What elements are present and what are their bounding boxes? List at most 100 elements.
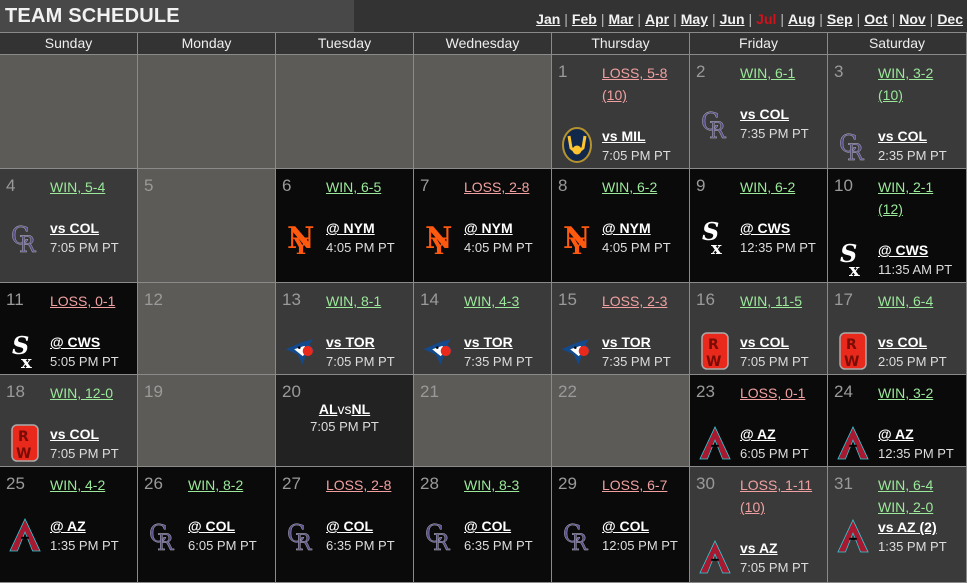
win-result-link[interactable]: WIN, 2-0 xyxy=(878,499,934,515)
day-cell-27[interactable]: 27 LOSS, 2-8 @ COL 6:35 PM PT C R xyxy=(276,467,414,583)
opponent-link[interactable]: @ COL xyxy=(602,518,650,534)
day-cell-24[interactable]: 24 WIN, 3-2 @ AZ 12:35 PM PT xyxy=(828,375,967,467)
month-link-may[interactable]: May xyxy=(680,11,708,27)
day-cell-4[interactable]: 4 WIN, 5-4 vs COL 7:05 PM PT C R xyxy=(0,169,138,283)
day-cell-16[interactable]: 16 WIN, 11-5 vs COL 7:05 PM PT R W xyxy=(690,283,828,375)
month-link-nov[interactable]: Nov xyxy=(899,11,926,27)
win-result-link[interactable]: WIN, 4-2 xyxy=(50,477,106,493)
win-result-link[interactable]: (10) xyxy=(878,87,903,103)
win-result-link[interactable]: WIN, 4-3 xyxy=(464,293,520,309)
loss-result-link[interactable]: (10) xyxy=(740,499,765,515)
win-result-link[interactable]: WIN, 6-1 xyxy=(740,65,796,81)
month-link-oct[interactable]: Oct xyxy=(864,11,888,27)
loss-result-link[interactable]: LOSS, 2-3 xyxy=(602,293,668,309)
day-cell-23[interactable]: 23 LOSS, 0-1 @ AZ 6:05 PM PT xyxy=(690,375,828,467)
win-result-link[interactable]: WIN, 6-2 xyxy=(740,179,796,195)
opponent-link[interactable]: @ CWS xyxy=(740,220,791,236)
opponent-link[interactable]: @ AZ xyxy=(740,426,776,442)
opponent-link[interactable]: vs COL xyxy=(740,106,790,122)
win-result-link[interactable]: WIN, 2-1 xyxy=(878,179,934,195)
month-link-jun[interactable]: Jun xyxy=(719,11,745,27)
month-link-mar[interactable]: Mar xyxy=(608,11,634,27)
opponent-link[interactable]: vs MIL xyxy=(602,128,646,144)
win-result-link[interactable]: WIN, 6-4 xyxy=(878,293,934,309)
opponent-link[interactable]: vs AZ (2) xyxy=(878,519,937,535)
win-result-link[interactable]: WIN, 3-2 xyxy=(878,65,934,81)
month-link-jan[interactable]: Jan xyxy=(536,11,561,27)
opponent-link[interactable]: vs COL xyxy=(878,334,928,350)
day-cell-28[interactable]: 28 WIN, 8-3 @ COL 6:35 PM PT C R xyxy=(414,467,552,583)
opponent-link[interactable]: @ CWS xyxy=(50,334,101,350)
game-time: 4:05 PM PT xyxy=(602,240,671,255)
win-result-link[interactable]: WIN, 3-2 xyxy=(878,385,934,401)
opponent-link[interactable]: @ NYM xyxy=(464,220,513,236)
loss-result-link[interactable]: LOSS, 1-11 xyxy=(740,477,813,493)
nl-link[interactable]: NL xyxy=(351,401,371,417)
win-result-link[interactable]: WIN, 8-2 xyxy=(188,477,244,493)
day-cell-2[interactable]: 2 WIN, 6-1 vs COL 7:35 PM PT C R xyxy=(690,55,828,169)
loss-result-link[interactable]: LOSS, 5-8 xyxy=(602,65,668,81)
al-link[interactable]: AL xyxy=(318,401,338,417)
win-result-link[interactable]: WIN, 6-5 xyxy=(326,179,382,195)
opponent-link[interactable]: @ AZ xyxy=(878,426,914,442)
day-cell-26[interactable]: 26 WIN, 8-2 @ COL 6:05 PM PT C R xyxy=(138,467,276,583)
opponent-link[interactable]: @ CWS xyxy=(878,242,929,258)
day-cell-31[interactable]: 31 WIN, 6-4 WIN, 2-0 vs AZ (2) 1:35 PM PT xyxy=(828,467,967,583)
opponent-link[interactable]: vs COL xyxy=(878,128,928,144)
day-cell-15[interactable]: 15 LOSS, 2-3 vs TOR 7:35 PM PT xyxy=(552,283,690,375)
opponent-link[interactable]: @ COL xyxy=(464,518,512,534)
month-link-apr[interactable]: Apr xyxy=(645,11,670,27)
month-link-feb[interactable]: Feb xyxy=(571,11,597,27)
win-result-link[interactable]: (12) xyxy=(878,201,903,217)
win-result-link[interactable]: WIN, 5-4 xyxy=(50,179,106,195)
loss-result-link[interactable]: LOSS, 2-8 xyxy=(464,179,530,195)
loss-result-link[interactable]: LOSS, 0-1 xyxy=(740,385,806,401)
loss-result-link[interactable]: LOSS, 0-1 xyxy=(50,293,116,309)
win-result-link[interactable]: WIN, 12-0 xyxy=(50,385,114,401)
win-result-link[interactable]: WIN, 8-3 xyxy=(464,477,520,493)
day-cell-25[interactable]: 25 WIN, 4-2 @ AZ 1:35 PM PT xyxy=(0,467,138,583)
loss-result-link[interactable]: LOSS, 2-8 xyxy=(326,477,392,493)
opponent-link[interactable]: @ COL xyxy=(188,518,236,534)
opponent-link[interactable]: vs TOR xyxy=(326,334,375,350)
day-cell-18[interactable]: 18 WIN, 12-0 vs COL 7:05 PM PT R W xyxy=(0,375,138,467)
game-results: WIN, 6-2 xyxy=(602,176,657,198)
opponent-link[interactable]: vs AZ xyxy=(740,540,778,556)
opponent-link[interactable]: @ NYM xyxy=(602,220,651,236)
opponent-link[interactable]: vs COL xyxy=(50,426,100,442)
loss-result-link[interactable]: LOSS, 6-7 xyxy=(602,477,668,493)
day-cell-7[interactable]: 7 LOSS, 2-8 @ NYM 4:05 PM PT N Y xyxy=(414,169,552,283)
opponent-link[interactable]: vs TOR xyxy=(464,334,513,350)
day-cell-6[interactable]: 6 WIN, 6-5 @ NYM 4:05 PM PT N Y xyxy=(276,169,414,283)
loss-result-link[interactable]: (10) xyxy=(602,87,627,103)
month-link-sep[interactable]: Sep xyxy=(826,11,853,27)
opponent-link[interactable]: @ AZ xyxy=(50,518,86,534)
day-cell-30[interactable]: 30 LOSS, 1-11 (10) vs AZ 7:05 PM PT xyxy=(690,467,828,583)
day-cell-8[interactable]: 8 WIN, 6-2 @ NYM 4:05 PM PT N Y xyxy=(552,169,690,283)
day-cell-20[interactable]: 20 ALvsNL 7:05 PM PT xyxy=(276,375,414,467)
opponent-link[interactable]: vs COL xyxy=(50,220,100,236)
opponent-link[interactable]: @ NYM xyxy=(326,220,375,236)
day-cell-1[interactable]: 1 LOSS, 5-8 (10) vs MIL 7:05 PM PT xyxy=(552,55,690,169)
month-link-dec[interactable]: Dec xyxy=(937,11,963,27)
day-cell-14[interactable]: 14 WIN, 4-3 vs TOR 7:35 PM PT xyxy=(414,283,552,375)
day-cell-13[interactable]: 13 WIN, 8-1 vs TOR 7:05 PM PT xyxy=(276,283,414,375)
month-link-aug[interactable]: Aug xyxy=(788,11,816,27)
win-result-link[interactable]: WIN, 6-2 xyxy=(602,179,658,195)
all-star-game[interactable]: ALvsNL 7:05 PM PT xyxy=(276,401,413,436)
svg-text:R: R xyxy=(157,531,175,552)
month-link-jul[interactable]: Jul xyxy=(756,11,777,27)
opponent-link[interactable]: @ COL xyxy=(326,518,374,534)
win-result-link[interactable]: WIN, 11-5 xyxy=(740,293,802,309)
day-cell-17[interactable]: 17 WIN, 6-4 vs COL 2:05 PM PT R W xyxy=(828,283,967,375)
win-result-link[interactable]: WIN, 6-4 xyxy=(878,477,934,493)
win-result-link[interactable]: WIN, 8-1 xyxy=(326,293,382,309)
opponent-link[interactable]: vs COL xyxy=(740,334,790,350)
game-results: WIN, 4-3 xyxy=(464,290,519,312)
opponent-link[interactable]: vs TOR xyxy=(602,334,651,350)
day-cell-29[interactable]: 29 LOSS, 6-7 @ COL 12:05 PM PT C R xyxy=(552,467,690,583)
day-cell-3[interactable]: 3 WIN, 3-2 (10) vs COL 2:35 PM PT C R xyxy=(828,55,967,169)
